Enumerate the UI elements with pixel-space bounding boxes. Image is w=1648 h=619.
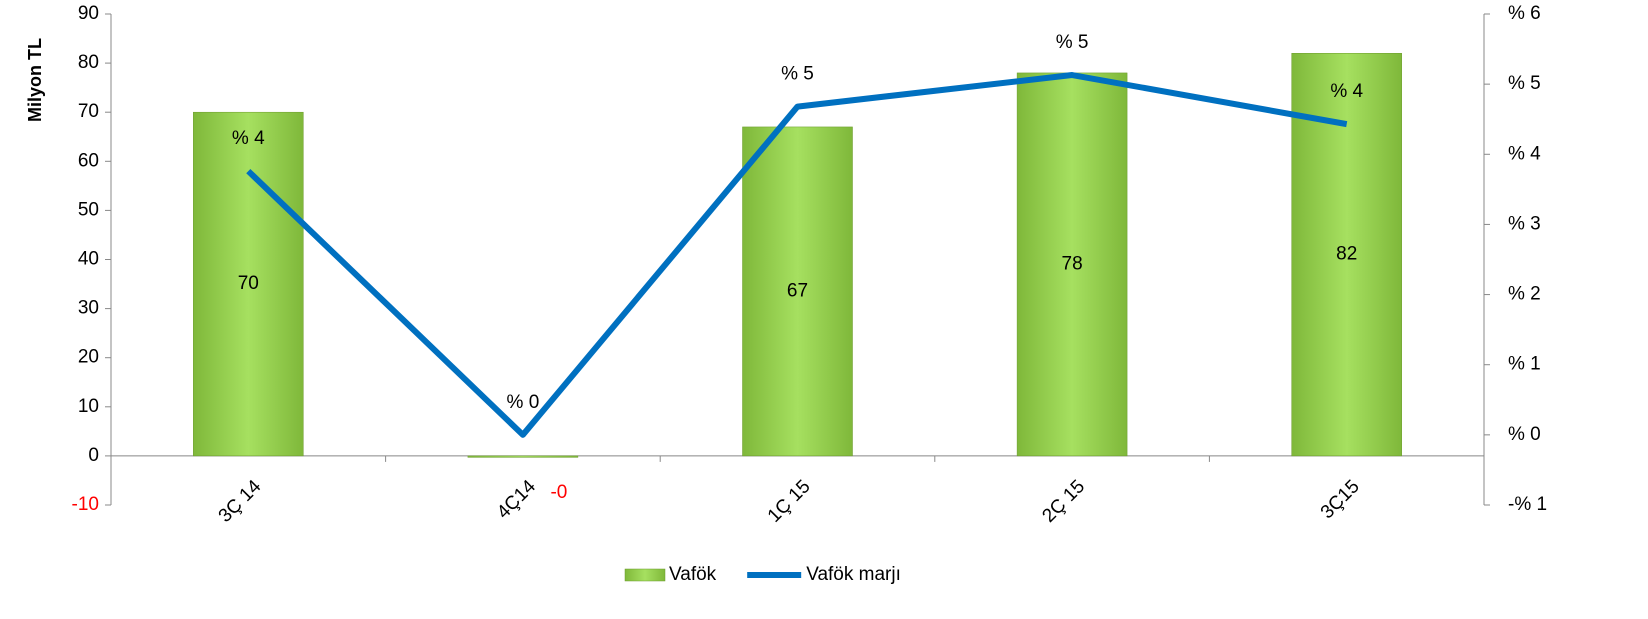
y2-tick-label: % 2 [1508, 284, 1541, 305]
y-tick-label: 90 [78, 3, 99, 24]
y-tick-label: 40 [78, 249, 99, 270]
y-tick-label: 30 [78, 298, 99, 319]
legend-label: Vafök marjı [806, 564, 901, 585]
x-tick-label: 3Ç 14 [215, 476, 266, 527]
bar [1016, 72, 1128, 457]
y2-tick-label: % 4 [1508, 143, 1541, 164]
bar [193, 111, 304, 457]
legend-swatch [624, 568, 666, 582]
y-tick-label: 80 [78, 52, 99, 73]
x-tick-label: 3Ç15 [1317, 476, 1364, 523]
y2-tick-label: % 0 [1508, 424, 1541, 445]
line-value-label: % 5 [1056, 32, 1089, 53]
y-tick-label: 60 [78, 150, 99, 171]
y2-tick-label: -% 1 [1508, 494, 1547, 515]
line-value-label: % 0 [507, 392, 540, 413]
y-tick-label: 70 [78, 101, 99, 122]
line-value-label: % 4 [1330, 81, 1363, 102]
line-value-label: % 5 [781, 64, 814, 85]
bar [742, 126, 853, 457]
y2-tick-label: % 5 [1508, 73, 1541, 94]
y2-tick-label: % 3 [1508, 213, 1541, 234]
legend-label: Vafök [669, 564, 717, 585]
x-tick-label: 2Ç 15 [1038, 476, 1089, 527]
y-tick-label: 0 [88, 445, 99, 466]
y2-tick-label: % 1 [1508, 354, 1541, 375]
bar-value-label: 78 [1062, 253, 1083, 274]
line [246, 72, 1348, 438]
bar-value-label: 67 [787, 280, 808, 301]
y-tick-label: 10 [78, 396, 99, 417]
bar-value-label: 70 [238, 273, 259, 294]
y-tick-label: -10 [72, 494, 99, 515]
x-tick-label: 4Ç14 [493, 476, 540, 523]
x-tick-label: 1Ç 15 [764, 476, 815, 527]
y-tick-label: 20 [78, 347, 99, 368]
y-tick-label: 50 [78, 199, 99, 220]
bar-value-label: 82 [1336, 244, 1357, 265]
y2-tick-label: % 6 [1508, 3, 1541, 24]
bar-value-label: -0 [550, 482, 567, 503]
bar [467, 455, 579, 458]
y-axis-label: Milyon TL [25, 38, 45, 122]
line-value-label: % 4 [232, 128, 265, 149]
